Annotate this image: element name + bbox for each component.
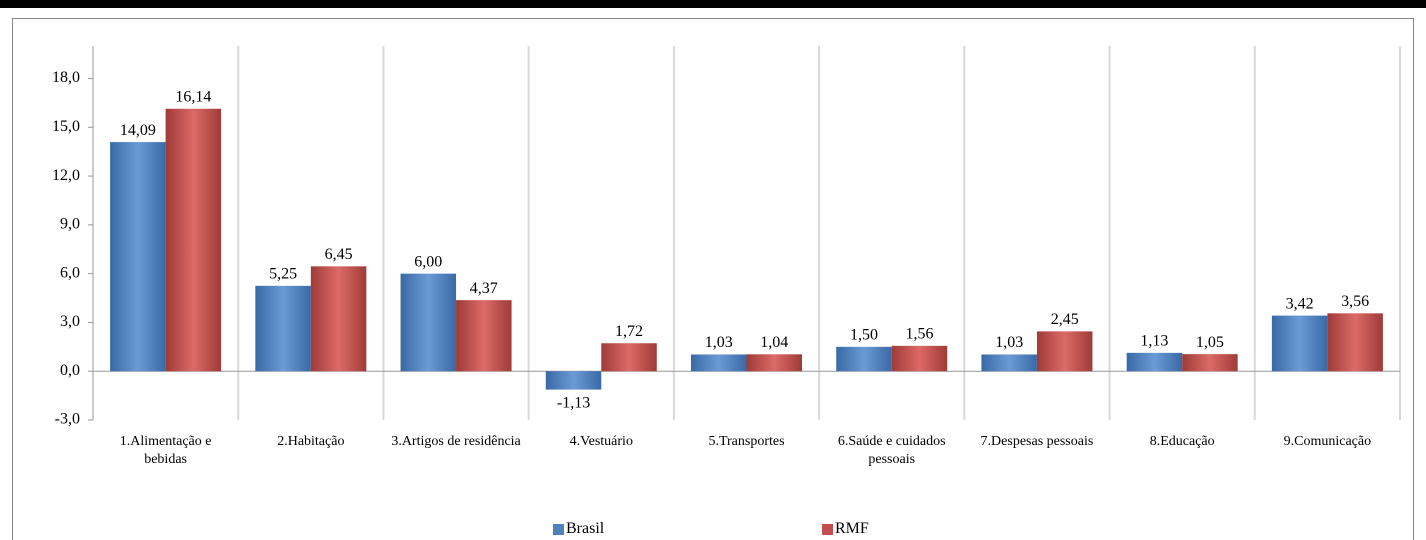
bar	[1182, 354, 1238, 372]
bar	[891, 345, 948, 372]
y-tick-label: 0,0	[60, 362, 80, 379]
value-label: 6,00	[414, 253, 442, 270]
y-tick-label: 12,0	[52, 167, 80, 184]
bar	[1126, 352, 1183, 372]
top-bar	[0, 0, 1426, 8]
value-label: 1,03	[705, 334, 733, 351]
bar	[310, 266, 367, 372]
x-tick-label: 3.Artigos de residência	[391, 434, 521, 449]
value-label: 4,37	[470, 280, 498, 297]
legend-swatch	[822, 523, 833, 535]
bar	[1036, 331, 1093, 372]
x-tick-label: 1.Alimentação e bebidas	[119, 434, 212, 467]
value-label: 14,09	[120, 122, 156, 139]
bar	[691, 354, 747, 372]
legend-item: Brasil	[553, 520, 604, 538]
value-label: 1,03	[995, 334, 1023, 351]
bar	[746, 354, 802, 372]
bar	[601, 343, 657, 372]
x-tick-label: 4.Vestuário	[569, 434, 633, 449]
x-tick-label: 5.Transportes	[708, 434, 785, 449]
y-tick-label: -3,0	[55, 411, 80, 428]
x-tick-label: 7.Despesas pessoais	[980, 434, 1094, 449]
bar	[981, 354, 1037, 372]
chart-border	[12, 18, 1414, 540]
legend-item: RMF	[822, 520, 869, 538]
value-label: 1,05	[1196, 334, 1224, 351]
value-label: 6,45	[325, 246, 353, 263]
value-label: 16,14	[175, 88, 211, 105]
value-label: 3,42	[1286, 295, 1314, 312]
legend-swatch	[553, 523, 564, 535]
y-tick-label: 6,0	[60, 264, 80, 281]
bar	[1271, 315, 1328, 372]
bar	[545, 371, 602, 390]
bar	[836, 346, 892, 372]
value-label: 1,13	[1140, 333, 1168, 350]
value-label: -1,13	[557, 394, 590, 411]
bar	[165, 108, 222, 372]
y-tick-label: 9,0	[60, 216, 80, 233]
x-tick-label: 2.Habitação	[277, 434, 345, 449]
value-label: 1,72	[615, 323, 643, 340]
value-label: 1,56	[905, 326, 933, 343]
value-label: 3,56	[1341, 293, 1369, 310]
x-tick-label: 9.Comunicação	[1283, 434, 1372, 449]
bar	[1327, 313, 1383, 372]
value-label: 1,04	[760, 334, 788, 351]
bar	[110, 142, 166, 372]
bar	[255, 285, 311, 372]
legend-label: RMF	[835, 520, 869, 537]
value-label: 2,45	[1051, 311, 1079, 328]
y-tick-label: 15,0	[52, 118, 80, 135]
bar	[456, 300, 512, 372]
bar	[400, 273, 457, 372]
y-tick-label: 3,0	[60, 313, 80, 330]
legend-label: Brasil	[566, 520, 605, 537]
value-label: 5,25	[269, 266, 297, 283]
y-tick-label: 18,0	[52, 69, 80, 86]
value-label: 1,50	[850, 326, 878, 343]
x-tick-label: 8.Educação	[1149, 434, 1215, 449]
x-tick-label: 6.Saúde e cuidados pessoais	[837, 434, 946, 467]
